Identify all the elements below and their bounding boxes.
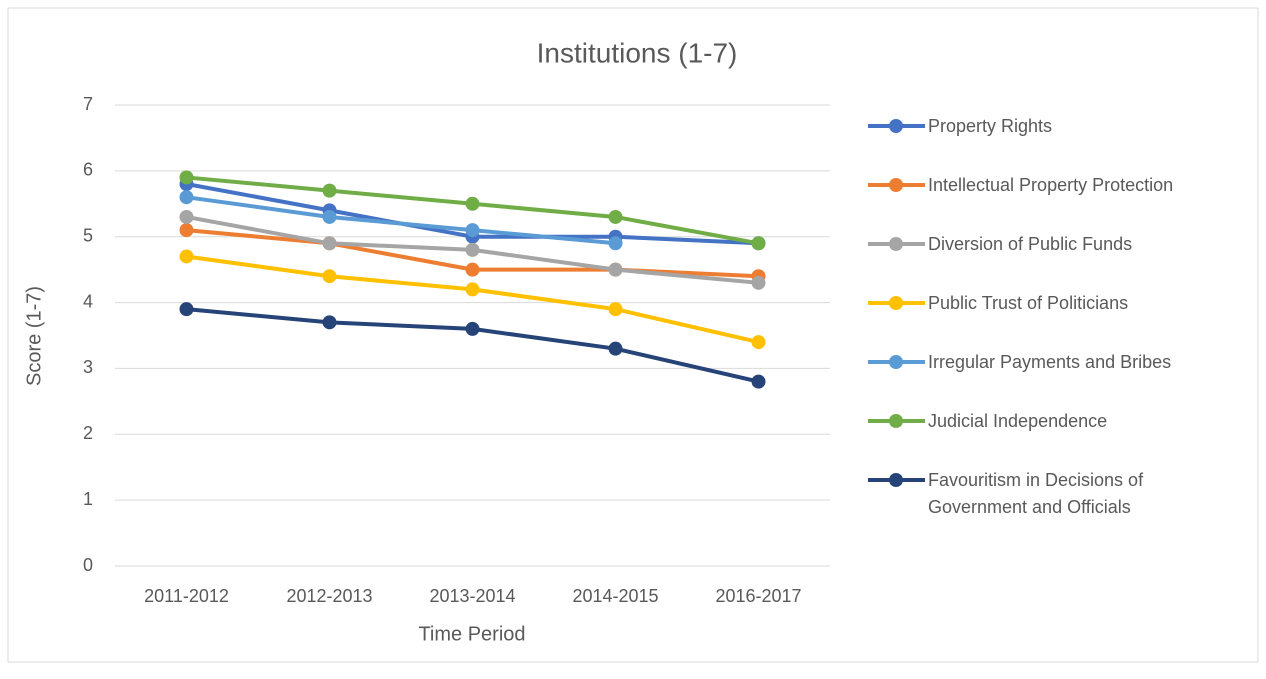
x-tick-label: 2012-2013 bbox=[286, 586, 372, 606]
y-axis-label: Score (1-7) bbox=[23, 286, 45, 386]
data-point bbox=[179, 302, 194, 317]
data-point bbox=[179, 209, 194, 224]
data-point bbox=[751, 374, 766, 389]
legend-marker bbox=[889, 414, 903, 428]
data-point bbox=[322, 209, 337, 224]
data-point bbox=[465, 223, 480, 238]
data-point bbox=[465, 262, 480, 277]
data-point bbox=[751, 335, 766, 350]
x-axis-label: Time Period bbox=[418, 623, 525, 645]
data-point bbox=[322, 269, 337, 284]
x-tick-label: 2011-2012 bbox=[144, 586, 229, 606]
data-point bbox=[179, 249, 194, 264]
data-point bbox=[179, 223, 194, 238]
y-tick-label: 2 bbox=[83, 423, 93, 443]
data-point bbox=[322, 183, 337, 198]
y-tick-label: 7 bbox=[83, 94, 93, 114]
legend-label: Diversion of Public Funds bbox=[928, 233, 1133, 254]
data-point bbox=[751, 236, 766, 251]
data-point bbox=[465, 196, 480, 211]
x-tick-label: 2014-2015 bbox=[572, 586, 658, 606]
legend-marker bbox=[889, 355, 903, 369]
data-point bbox=[608, 302, 623, 317]
chart-border bbox=[7, 7, 1259, 663]
legend-marker bbox=[889, 296, 903, 310]
legend-marker bbox=[889, 237, 903, 251]
y-tick-label: 6 bbox=[83, 160, 93, 180]
data-point bbox=[179, 170, 194, 185]
data-point bbox=[322, 315, 337, 330]
data-point bbox=[322, 236, 337, 251]
data-point bbox=[465, 321, 480, 336]
legend-marker bbox=[889, 178, 903, 192]
legend-label: Favouritism in Decisions of Government a… bbox=[928, 469, 1144, 517]
series-line bbox=[186, 195, 616, 246]
legend-label: Irregular Payments and Bribes bbox=[928, 351, 1172, 372]
y-tick-label: 5 bbox=[83, 225, 93, 245]
y-tick-label: 1 bbox=[83, 489, 93, 509]
data-point bbox=[179, 190, 194, 205]
legend-label: Public Trust of Politicians bbox=[928, 292, 1129, 313]
data-point bbox=[465, 282, 480, 297]
legend-label: Judicial Independence bbox=[928, 410, 1108, 431]
chart-title: Institutions (1-7) bbox=[537, 37, 738, 68]
y-tick-label: 3 bbox=[83, 357, 93, 377]
x-tick-label: 2013-2014 bbox=[429, 586, 515, 606]
legend-marker bbox=[889, 473, 903, 487]
data-point bbox=[608, 236, 623, 251]
data-point bbox=[608, 341, 623, 356]
data-point bbox=[465, 242, 480, 257]
x-tick-label: 2016-2017 bbox=[715, 586, 801, 606]
y-tick-label: 4 bbox=[83, 291, 93, 311]
y-tick-label: 0 bbox=[83, 555, 93, 575]
data-point bbox=[751, 275, 766, 290]
data-point bbox=[608, 262, 623, 277]
legend-label: Intellectual Property Protection bbox=[928, 174, 1174, 195]
data-point bbox=[608, 209, 623, 224]
legend-marker bbox=[889, 119, 903, 133]
legend-label: Property Rights bbox=[928, 115, 1053, 136]
